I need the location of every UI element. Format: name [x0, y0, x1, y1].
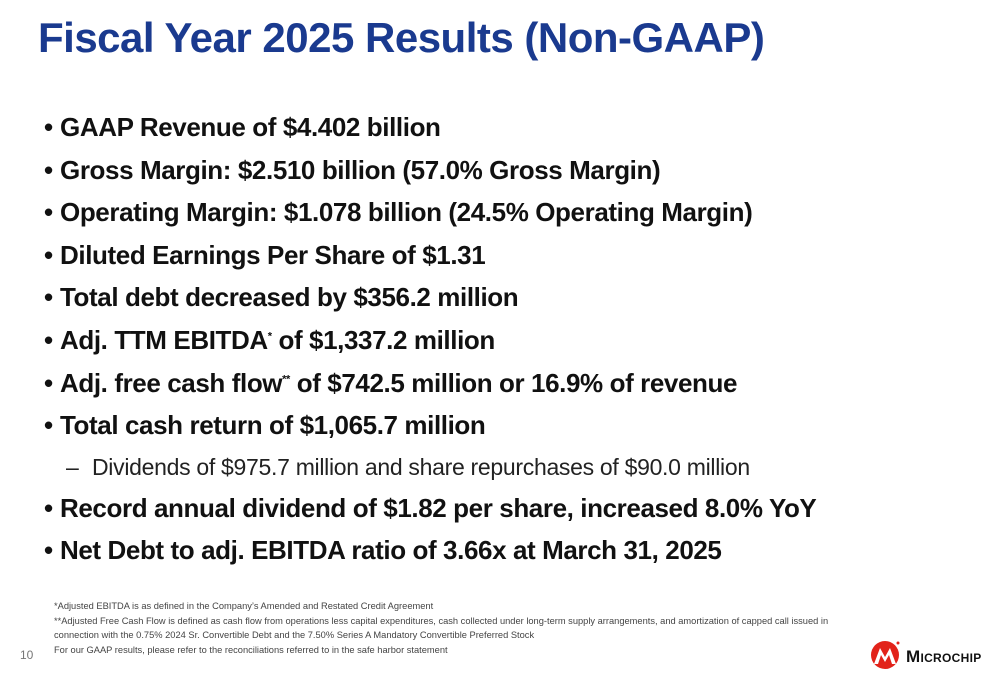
bullet-ebitda: • Adj. TTM EBITDA* of $1,337.2 million	[44, 319, 984, 362]
footnote-fcf-cont: connection with the 0.75% 2024 Sr. Conve…	[54, 630, 535, 640]
bullet-text: Gross Margin: $2.510 billion (57.0% Gros…	[60, 154, 661, 185]
bullet-text: Total debt decreased by $356.2 million	[60, 282, 519, 313]
footnote-marker: *	[267, 330, 272, 343]
bullet-eps: • Diluted Earnings Per Share of $1.31	[44, 234, 984, 277]
bullet-marker: •	[44, 239, 53, 270]
footnotes: *Adjusted EBITDA is as defined in the Co…	[54, 599, 874, 657]
bullet-operating-margin: • Operating Margin: $1.078 billion (24.5%…	[44, 191, 984, 234]
footnote-gaap: For our GAAP results, please refer to th…	[54, 644, 448, 655]
bullet-text: Operating Margin: $1.078 billion (24.5% …	[60, 197, 753, 228]
bullet-text: Adj. TTM EBITDA	[60, 324, 268, 355]
sub-bullet-dividends: – Dividends of $975.7 million and share r…	[44, 447, 984, 487]
bullet-revenue: • GAAP Revenue of $4.402 billion	[44, 106, 984, 149]
bullet-marker: •	[44, 410, 53, 441]
slide-title: Fiscal Year 2025 Results (Non-GAAP)	[38, 14, 765, 61]
microchip-logo-text: Microchip	[906, 647, 982, 666]
bullet-text: Adj. free cash flow	[60, 367, 283, 398]
bullet-text: of $742.5 million or 16.9% of revenue	[289, 367, 738, 398]
bullet-marker: •	[44, 535, 53, 566]
bullet-marker: •	[44, 324, 53, 355]
bullet-text: Diluted Earnings Per Share of $1.31	[60, 239, 486, 270]
bullet-total-debt: • Total debt decreased by $356.2 million	[44, 276, 984, 319]
bullet-list: • GAAP Revenue of $4.402 billion • Gross M…	[44, 106, 984, 572]
bullet-marker: •	[44, 154, 53, 185]
microchip-logo-icon	[868, 640, 902, 675]
bullet-net-debt: • Net Debt to adj. EBITDA ratio of 3.66x …	[44, 529, 984, 572]
bullet-text: Total cash return of $1,065.7 million	[60, 410, 486, 441]
microchip-logo: Microchip	[868, 640, 982, 674]
bullet-record-dividend: • Record annual dividend of $1.82 per sha…	[44, 487, 984, 530]
bullet-text: GAAP Revenue of $4.402 billion	[60, 112, 441, 142]
bullet-cash-return: • Total cash return of $1,065.7 million	[44, 404, 984, 447]
bullet-marker: •	[44, 282, 53, 313]
bullet-gross-margin: • Gross Margin: $2.510 billion (57.0% Gro…	[44, 149, 984, 192]
bullet-marker: •	[44, 112, 53, 142]
page-number: 10	[20, 648, 34, 662]
footnote-marker: **	[282, 372, 290, 385]
sub-bullet-marker: –	[66, 453, 79, 480]
bullet-marker: •	[44, 367, 53, 398]
bullet-text: Record annual dividend of $1.82 per shar…	[60, 492, 817, 523]
sub-bullet-text: Dividends of $975.7 million and share re…	[92, 453, 750, 480]
bullet-free-cash-flow: • Adj. free cash flow** of $742.5 million…	[44, 362, 984, 405]
footnote-ebitda: *Adjusted EBITDA is as defined in the Co…	[54, 601, 434, 611]
bullet-text: Net Debt to adj. EBITDA ratio of 3.66x a…	[60, 535, 722, 566]
footnote-fcf: **Adjusted Free Cash Flow is defined as …	[54, 615, 829, 626]
bullet-marker: •	[44, 492, 53, 523]
bullet-marker: •	[44, 197, 53, 228]
bullet-text: of $1,337.2 million	[271, 324, 495, 355]
